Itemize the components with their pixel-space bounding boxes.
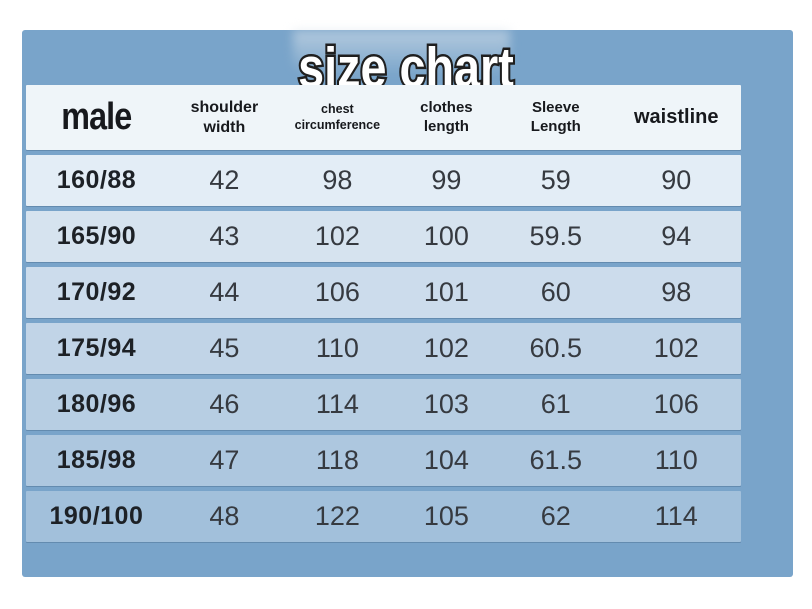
shoulder-width-value: 47 — [209, 445, 240, 475]
header-chest-circumference: chest circumference — [294, 101, 381, 132]
shoulder-width-value: 46 — [209, 389, 240, 419]
clothes-length-value: 99 — [431, 165, 462, 195]
header-male: male — [61, 95, 132, 138]
shoulder-width-value: 48 — [209, 501, 240, 531]
waistline-value: 94 — [661, 221, 692, 251]
shoulder-width-value: 42 — [209, 165, 240, 195]
header-clothes-length: clothes length — [420, 98, 473, 135]
clothes-length-value: 100 — [423, 221, 469, 251]
waistline-value: 110 — [654, 445, 698, 475]
size-label: 180/96 — [56, 390, 137, 418]
sleeve-length-value: 59 — [540, 165, 571, 195]
size-label: 170/92 — [56, 278, 137, 306]
clothes-length-value: 101 — [423, 277, 469, 307]
size-label: 185/98 — [56, 446, 137, 474]
sleeve-length-value: 61.5 — [529, 445, 583, 475]
waistline-value: 114 — [654, 501, 698, 531]
sleeve-length-value: 59.5 — [529, 221, 583, 251]
table-row: 170/92 44 106 101 60 98 — [26, 267, 741, 318]
chest-circumference-value: 102 — [314, 221, 360, 251]
clothes-length-value: 104 — [423, 445, 469, 475]
size-label: 160/88 — [56, 166, 137, 194]
clothes-length-value: 103 — [423, 389, 469, 419]
sleeve-length-value: 60.5 — [529, 333, 583, 363]
title-glow-decoration — [293, 30, 510, 76]
chest-circumference-value: 114 — [315, 389, 359, 419]
size-label: 175/94 — [56, 334, 137, 362]
sleeve-length-value: 61 — [540, 389, 571, 419]
sleeve-length-value: 62 — [540, 501, 571, 531]
table-row: 185/98 47 118 104 61.5 110 — [26, 435, 741, 486]
clothes-length-value: 102 — [423, 333, 469, 363]
header-shoulder-width: shoulder width — [190, 98, 259, 136]
chest-circumference-value: 110 — [315, 333, 359, 363]
shoulder-width-value: 44 — [209, 277, 240, 307]
size-table: male shoulder width chest circumference … — [26, 85, 741, 547]
table-row: 160/88 42 98 99 59 90 — [26, 155, 741, 206]
table-row: 190/100 48 122 105 62 114 — [26, 491, 741, 542]
size-label: 165/90 — [56, 222, 137, 250]
waistline-value: 90 — [661, 165, 692, 195]
table-header-row: male shoulder width chest circumference … — [26, 85, 741, 150]
header-waistline: waistline — [634, 106, 719, 128]
waistline-value: 106 — [653, 389, 699, 419]
chest-circumference-value: 118 — [315, 445, 359, 475]
table-row: 175/94 45 110 102 60.5 102 — [26, 323, 741, 374]
shoulder-width-value: 43 — [209, 221, 240, 251]
chest-circumference-value: 122 — [314, 501, 360, 531]
table-row: 165/90 43 102 100 59.5 94 — [26, 211, 741, 262]
header-sleeve-length: Sleeve Length — [530, 98, 581, 135]
chest-circumference-value: 106 — [314, 277, 360, 307]
clothes-length-value: 105 — [423, 501, 469, 531]
chest-circumference-value: 98 — [322, 165, 353, 195]
sleeve-length-value: 60 — [540, 277, 571, 307]
waistline-value: 102 — [653, 333, 699, 363]
table-row: 180/96 46 114 103 61 106 — [26, 379, 741, 430]
shoulder-width-value: 45 — [209, 333, 240, 363]
waistline-value: 98 — [661, 277, 692, 307]
size-label: 190/100 — [49, 502, 144, 530]
